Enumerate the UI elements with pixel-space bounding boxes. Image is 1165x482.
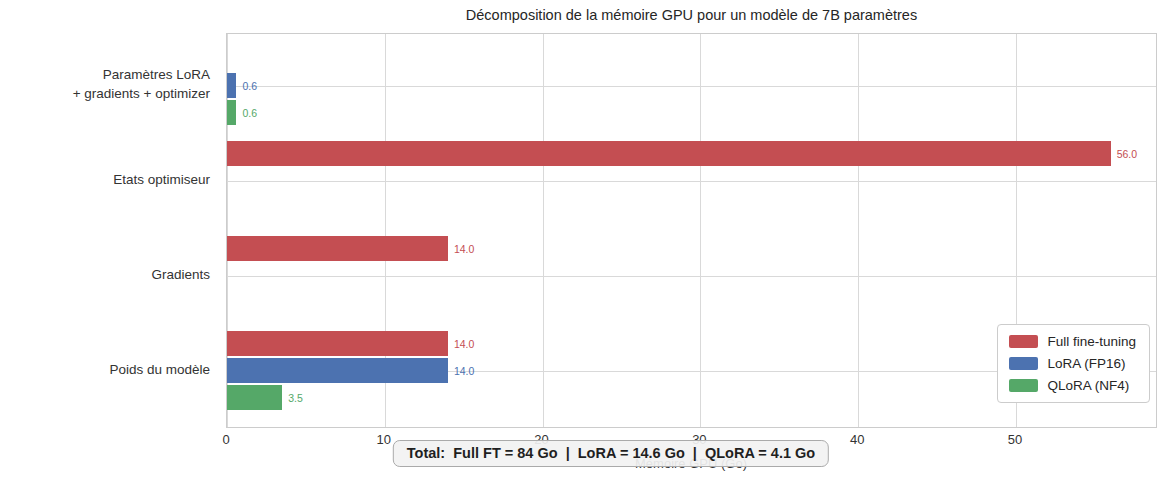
chart-title: Décomposition de la mémoire GPU pour un … (226, 7, 1157, 23)
legend-label: Full fine-tuning (1047, 334, 1136, 349)
bar-full-fine-tuning (227, 141, 1111, 166)
bar-lora-fp16- (227, 358, 448, 383)
category-label: Gradients (0, 265, 218, 285)
bar-value-label: 0.6 (242, 80, 257, 92)
x-tick-label: 50 (1008, 432, 1022, 447)
legend-label: LoRA (FP16) (1047, 356, 1125, 371)
gpu-memory-chart: Décomposition de la mémoire GPU pour un … (0, 0, 1165, 482)
legend-swatch (1009, 357, 1038, 370)
legend-swatch (1009, 335, 1038, 348)
x-tick-label: 0 (222, 432, 229, 447)
category-label: Poids du modèle (0, 360, 218, 380)
bar-qlora-nf4- (227, 385, 282, 410)
x-tick-label: 40 (850, 432, 864, 447)
bar-value-label: 3.5 (288, 392, 303, 404)
bar-full-fine-tuning (227, 331, 448, 356)
horizontal-gridline (227, 86, 1156, 87)
x-tick-label: 10 (377, 432, 391, 447)
bar-value-label: 14.0 (454, 365, 474, 377)
horizontal-gridline (227, 276, 1156, 277)
horizontal-gridline (227, 181, 1156, 182)
vertical-gridline (543, 34, 544, 427)
legend-item: LoRA (FP16) (1009, 356, 1136, 371)
category-label: Paramètres LoRA + gradients + optimizer (0, 65, 218, 104)
legend-item: Full fine-tuning (1009, 334, 1136, 349)
legend-swatch (1009, 379, 1038, 392)
bar-value-label: 14.0 (454, 338, 474, 350)
bar-lora-fp16- (227, 73, 236, 98)
total-annotation-box: Total: Full FT = 84 Go | LoRA = 14.6 Go … (393, 440, 829, 467)
category-label: Etats optimiseur (0, 170, 218, 190)
bar-qlora-nf4- (227, 100, 236, 125)
bar-value-label: 0.6 (242, 107, 257, 119)
legend: Full fine-tuning LoRA (FP16) QLoRA (NF4) (997, 324, 1150, 403)
legend-label: QLoRA (NF4) (1047, 378, 1129, 393)
vertical-gridline (858, 34, 859, 427)
bar-value-label: 56.0 (1117, 148, 1137, 160)
bar-full-fine-tuning (227, 236, 448, 261)
bar-value-label: 14.0 (454, 243, 474, 255)
legend-item: QLoRA (NF4) (1009, 378, 1136, 393)
vertical-gridline (700, 34, 701, 427)
